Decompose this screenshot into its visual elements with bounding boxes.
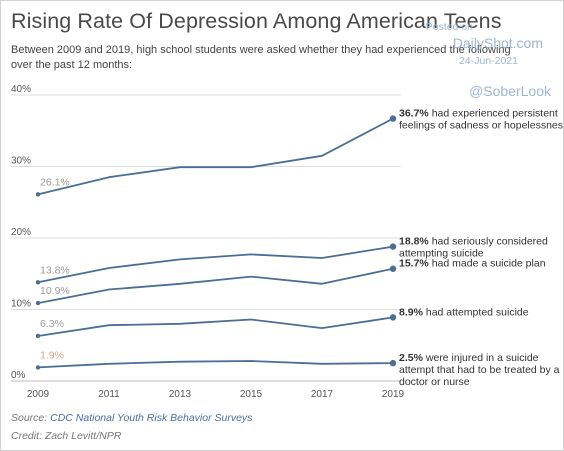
series-line — [37, 245, 394, 284]
series-end-annotation: 2.5% were injured in a suicide attempt th… — [399, 352, 560, 388]
series-end-annotation-line: 36.7% had experienced persistent — [399, 108, 558, 120]
series-end-point — [389, 359, 397, 367]
series-end-value: 36.7% — [399, 108, 432, 120]
series-end-annotation: 8.9% had attempted suicide — [399, 306, 529, 318]
series-end-point — [389, 243, 397, 250]
series-end-annotation-line: feelings of sadness or hopelessness — [399, 120, 563, 132]
series-end-value: 18.8% — [399, 236, 432, 248]
source-prefix: Source: — [11, 412, 51, 424]
x-tick-label: 2011 — [98, 389, 120, 400]
series-end-value: 8.9% — [399, 306, 426, 318]
series-start-point — [35, 365, 41, 370]
series-end-point — [389, 115, 397, 122]
series-start-label: 10.9% — [40, 285, 70, 297]
series-end-point — [389, 314, 397, 321]
series-end-annotation: 36.7% had experienced persistent feelings… — [399, 108, 563, 132]
x-tick-label: 2013 — [169, 389, 192, 400]
series-end-annotation: 18.8% had seriously considered attempting… — [399, 236, 548, 260]
series-start-point — [35, 333, 41, 339]
y-tick-label: 10% — [11, 299, 31, 310]
series-start-point — [35, 280, 41, 285]
series-end-annotation: 15.7% had made a suicide plan — [399, 258, 546, 270]
series-start-point — [35, 300, 41, 306]
series-line — [37, 360, 394, 369]
series-line — [37, 117, 394, 196]
x-tick-label: 2019 — [382, 389, 405, 400]
x-tick-label: 2015 — [240, 389, 263, 400]
x-tick-label: 2009 — [27, 389, 50, 400]
chart-title: Rising Rate Of Depression Among American… — [11, 9, 502, 33]
chart-subtitle: Between 2009 and 2019, high school stude… — [11, 44, 511, 71]
series-start-point — [35, 192, 41, 197]
series-end-annotation-line: attempting suicide — [399, 248, 484, 260]
series-end-annotation-line: doctor or nurse — [399, 376, 470, 388]
series-end-point — [389, 265, 397, 272]
series-end-annotation-line: 18.8% had seriously considered — [399, 236, 548, 248]
watermark-posted-on: Posted on — [425, 21, 473, 33]
y-tick-label: 40% — [11, 84, 31, 95]
credit-line: Credit: Zach Levitt/NPR — [11, 430, 122, 442]
series-start-label: 1.9% — [40, 349, 64, 361]
series-end-annotation-line: attempt that had to be treated by a — [399, 364, 560, 376]
series-end-annotation-line: 15.7% had made a suicide plan — [399, 258, 546, 270]
series-end-annotation-line: 2.5% were injured in a suicide — [399, 352, 539, 364]
y-tick-label: 0% — [11, 370, 26, 381]
series-end-value: 2.5% — [399, 352, 426, 364]
series-end-annotation-line: 8.9% had attempted suicide — [399, 306, 529, 318]
series-end-value: 15.7% — [399, 258, 432, 270]
watermark-handle: @SoberLook — [469, 83, 551, 99]
watermark-date: 24-Jun-2021 — [459, 55, 518, 67]
series-line — [37, 316, 394, 337]
line-chart: 0% 10% 20% 30% 40% 2009 2011 2013 2015 2017 2019 26… — [11, 84, 563, 400]
watermark-site: DailyShot.com — [452, 35, 543, 51]
y-tick-label: 30% — [11, 156, 31, 167]
series-line — [37, 267, 394, 304]
y-tick-label: 20% — [11, 227, 31, 238]
series-start-label: 6.3% — [40, 318, 64, 330]
series-start-label: 13.8% — [40, 264, 70, 276]
source-line: Source: CDC National Youth Risk Behavior… — [11, 412, 252, 424]
x-tick-label: 2017 — [311, 389, 334, 400]
source-link[interactable]: CDC National Youth Risk Behavior Surveys — [50, 412, 253, 424]
series-start-label: 26.1% — [40, 176, 70, 188]
